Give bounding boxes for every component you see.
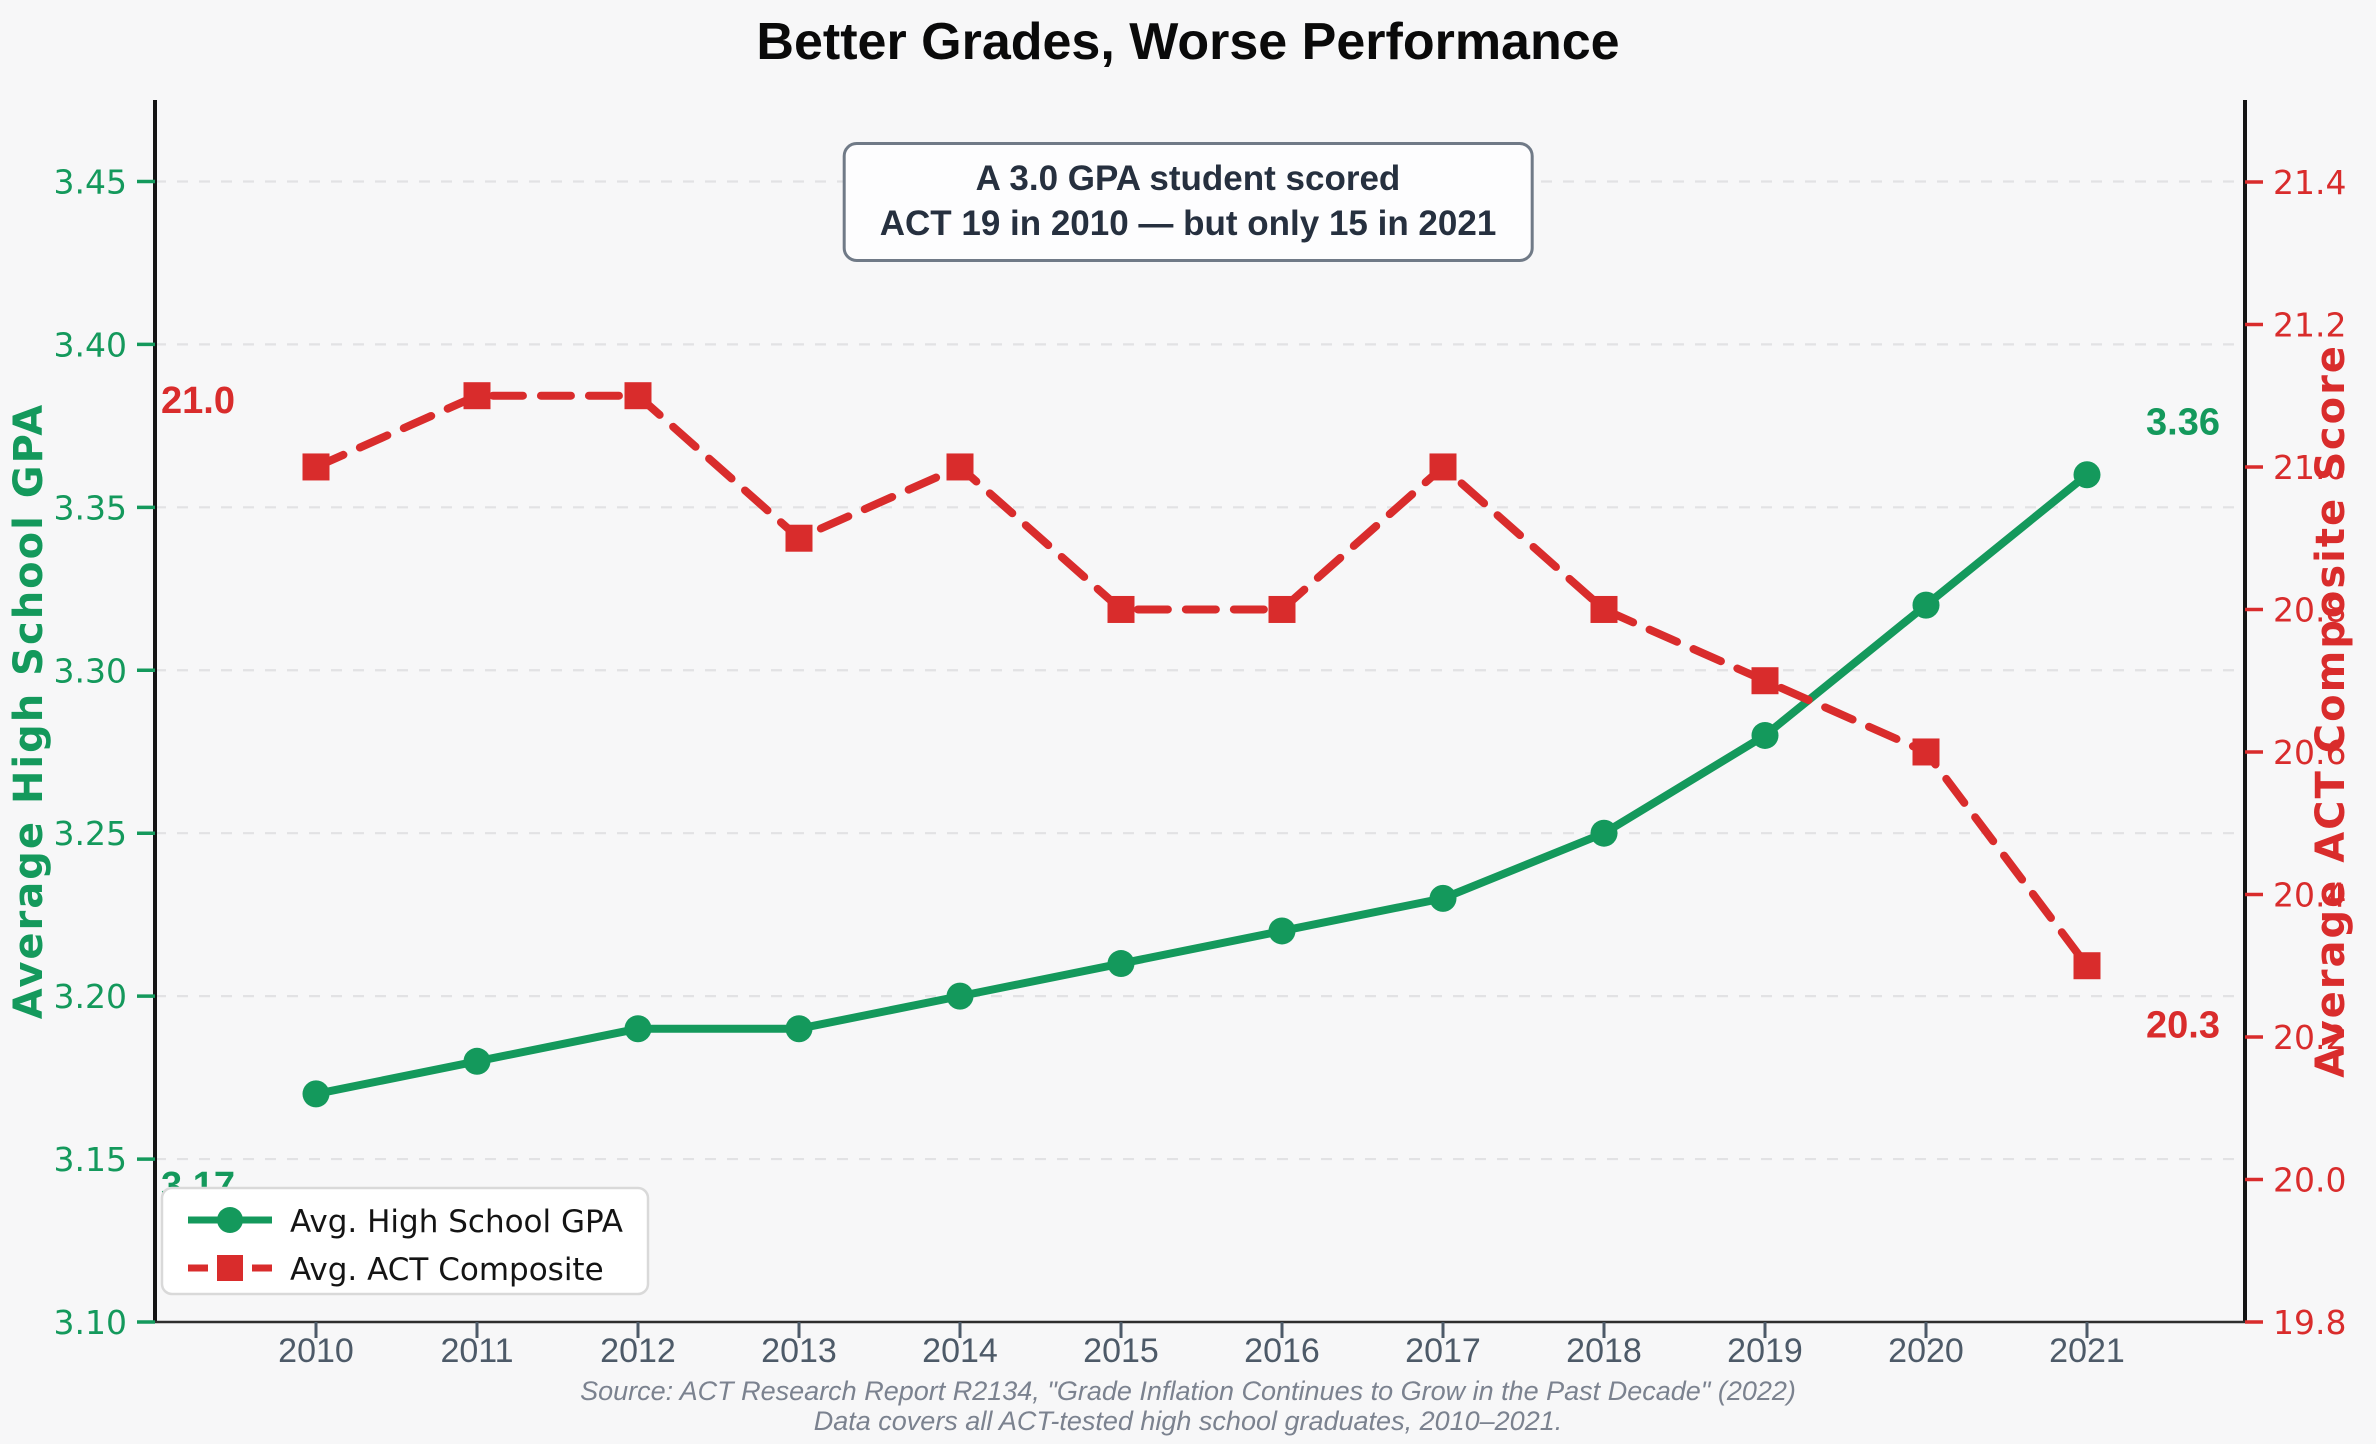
- gpa-marker: [1429, 884, 1457, 912]
- point-value-label: 20.3: [2146, 1005, 2220, 1047]
- x-axis-tick-label: 2020: [1888, 1332, 1964, 1370]
- gpa-marker: [624, 1015, 652, 1043]
- act-marker: [1107, 595, 1135, 623]
- x-axis-tick-label: 2011: [440, 1332, 513, 1370]
- left-axis-tick-label: 3.20: [54, 977, 127, 1016]
- right-axis-tick-label: 21.2: [2273, 305, 2346, 344]
- annotation-line-1: A 3.0 GPA student scored: [975, 159, 1401, 198]
- gpa-marker: [785, 1015, 813, 1043]
- act-marker: [1429, 453, 1457, 481]
- act-line: [312, 391, 2091, 970]
- act-marker: [785, 524, 813, 552]
- left-axis-title: Average High School GPA: [6, 403, 52, 1019]
- right-axis-tick-label: 21.4: [2273, 163, 2346, 202]
- act-marker: [1590, 595, 1618, 623]
- source-line-2: Data covers all ACT-tested high school g…: [813, 1406, 1563, 1436]
- gpa-marker: [463, 1047, 491, 1075]
- gpa-marker: [1590, 819, 1618, 847]
- left-axis-tick-label: 3.40: [54, 325, 127, 364]
- point-value-label: 21.0: [161, 380, 235, 422]
- gpa-marker: [1912, 591, 1940, 619]
- gpa-marker: [1107, 950, 1135, 978]
- source-note: Source: ACT Research Report R2134, "Grad…: [0, 1376, 2376, 1436]
- act-marker: [1751, 667, 1779, 695]
- x-axis-tick-label: 2017: [1405, 1332, 1481, 1370]
- legend-label: Avg. ACT Composite: [290, 1252, 604, 1288]
- left-axis-tick-label: 3.10: [54, 1303, 127, 1342]
- legend-item: Avg. High School GPA: [188, 1204, 623, 1240]
- legend: Avg. High School GPA Avg. ACT Composite: [160, 1186, 650, 1296]
- right-axis-tick-label: 21.0: [2273, 448, 2346, 487]
- right-axis-tick-label: 20.8: [2273, 590, 2346, 629]
- annotation-line-2: ACT 19 in 2010 — but only 15 in 2021: [879, 203, 1497, 243]
- right-axis-tick-label: 20.4: [2273, 875, 2346, 914]
- gpa-marker: [946, 982, 974, 1010]
- x-axis-tick-label: 2010: [278, 1332, 354, 1370]
- left-axis-tick-label: 3.15: [54, 1140, 127, 1179]
- x-axis-tick-label: 2015: [1083, 1332, 1159, 1370]
- chart-title: Better Grades, Worse Performance: [756, 13, 1620, 71]
- act-marker: [1268, 595, 1296, 623]
- right-axis-tick-label: 19.8: [2273, 1303, 2346, 1342]
- point-value-label: 3.36: [2146, 402, 2220, 444]
- act-marker: [463, 382, 491, 410]
- x-axis-tick-label: 2019: [1727, 1332, 1803, 1370]
- right-axis-tick-label: 20.0: [2273, 1160, 2346, 1199]
- right-axis-title: Average ACT Composite Score: [2308, 344, 2354, 1078]
- gpa-marker: [1268, 917, 1296, 945]
- left-axis-tick-label: 3.35: [54, 488, 127, 527]
- x-axis-tick-label: 2018: [1566, 1332, 1642, 1370]
- gpa-marker: [1751, 721, 1779, 749]
- x-axis-tick-label: 2012: [600, 1332, 676, 1370]
- act-marker: [2073, 952, 2101, 980]
- left-axis-tick-label: 3.30: [54, 651, 127, 690]
- act-marker: [1912, 738, 1940, 766]
- annotation-box: A 3.0 GPA student scored ACT 19 in 2010 …: [842, 142, 1534, 262]
- legend-item: Avg. ACT Composite: [188, 1252, 604, 1288]
- gpa-line: [312, 470, 2091, 1098]
- source-line-1: Source: ACT Research Report R2134, "Grad…: [580, 1376, 1796, 1406]
- x-axis-tick-label: 2016: [1244, 1332, 1320, 1370]
- right-axis-tick-label: 20.2: [2273, 1018, 2346, 1057]
- left-axis-tick-label: 3.45: [54, 162, 127, 201]
- act-marker: [302, 453, 330, 481]
- legend-marker-circle: [217, 1207, 243, 1233]
- legend-marker-square: [217, 1255, 243, 1281]
- right-axis-tick-label: 20.6: [2273, 733, 2346, 772]
- legend-label: Avg. High School GPA: [290, 1204, 623, 1240]
- act-marker: [946, 453, 974, 481]
- left-axis-tick-label: 3.25: [54, 814, 127, 853]
- gpa-marker: [302, 1080, 330, 1108]
- gpa-marker: [2073, 461, 2101, 489]
- x-axis-tick-label: 2013: [761, 1332, 837, 1370]
- x-axis-tick-label: 2014: [922, 1332, 998, 1370]
- legend-box: [160, 1186, 650, 1296]
- x-axis-tick-label: 2021: [2049, 1332, 2125, 1370]
- act-marker: [624, 382, 652, 410]
